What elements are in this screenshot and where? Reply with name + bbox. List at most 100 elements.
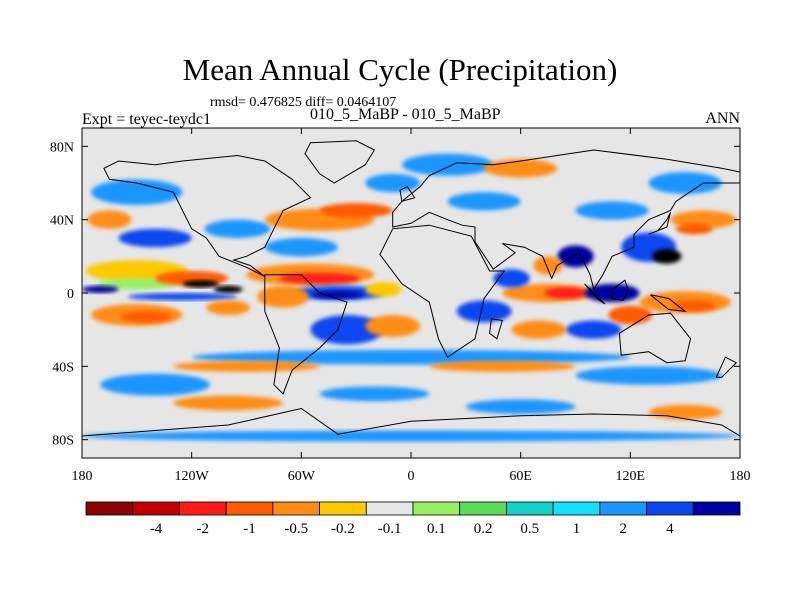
anomaly-region-35 xyxy=(557,245,594,268)
colorbar-swatch xyxy=(85,501,134,516)
colorbar-swatch xyxy=(319,501,367,516)
lon-tick-label: 60W xyxy=(288,469,316,484)
lon-tick-label: 180 xyxy=(72,469,93,484)
anomaly-region-47 xyxy=(191,349,631,365)
anomaly-region-17 xyxy=(365,315,421,337)
colorbar-swatch xyxy=(506,501,554,516)
anomaly-region-20 xyxy=(365,173,421,193)
colorbar-swatch xyxy=(599,501,647,516)
anomaly-region-25 xyxy=(87,210,132,229)
colorbar-label: 1 xyxy=(573,521,581,537)
lon-tick-label: 180 xyxy=(730,469,751,484)
colorbar-swatch xyxy=(179,501,227,516)
lon-tick-label: 60E xyxy=(509,469,532,484)
colorbar-label: 0.2 xyxy=(474,521,493,537)
anomaly-region-54 xyxy=(465,399,576,414)
map-area xyxy=(81,127,741,459)
lat-tick-label: 0 xyxy=(67,287,74,302)
colorbar-swatch xyxy=(692,501,741,516)
anomaly-region-9 xyxy=(206,300,251,315)
anomaly-region-23 xyxy=(91,179,183,206)
coastline-south-america xyxy=(264,274,348,395)
colorbar-swatch xyxy=(552,501,601,516)
rmsd-diff-stats: rmsd= 0.476825 diff= 0.0464107 xyxy=(210,95,397,110)
plot-title: Mean Annual Cycle (Precipitation) xyxy=(182,52,618,87)
longitude-axis: 180 120W 60W 0 60E 120E 180 xyxy=(72,128,751,484)
anomaly-region-52 xyxy=(319,386,430,402)
anomaly-region-28 xyxy=(484,159,558,178)
latitude-axis: 80N 40N 0 40S 80S xyxy=(50,140,740,449)
anomaly-region-30 xyxy=(648,172,722,194)
colorbar-label: -0.2 xyxy=(331,521,355,537)
colorbar-swatch xyxy=(272,501,320,516)
colorbar-label: 2 xyxy=(619,521,627,537)
anomaly-region-24 xyxy=(118,228,192,248)
anomaly-region-16 xyxy=(310,315,384,345)
anomaly-region-53 xyxy=(173,395,284,411)
colorbar-label: 4 xyxy=(666,521,674,537)
anomaly-region-48 xyxy=(429,360,576,372)
anomaly-region-26 xyxy=(401,153,494,176)
anomaly-region-32 xyxy=(676,223,713,235)
colorbar-swatch xyxy=(646,501,694,516)
coastline-borneo xyxy=(609,279,630,301)
anomaly-region-1 xyxy=(96,278,178,290)
colorbar-label: -1 xyxy=(243,521,256,537)
anomaly-region-38 xyxy=(544,287,589,299)
lat-tick-label: 40N xyxy=(50,214,74,229)
anomaly-region-36 xyxy=(533,256,563,275)
anomaly-region-27 xyxy=(447,192,521,211)
colorbar-swatch xyxy=(365,501,414,516)
coastline-sumatra xyxy=(584,283,606,305)
anomaly-region-22 xyxy=(204,219,271,238)
anomaly-region-8 xyxy=(120,311,172,323)
anomaly-region-45 xyxy=(511,320,567,339)
coastline-madagascar xyxy=(489,318,504,340)
anomaly-region-51 xyxy=(100,373,210,396)
colorbar-swatch xyxy=(459,501,507,516)
colorbar-swatch xyxy=(225,501,274,516)
coastline-australia xyxy=(618,312,692,364)
anomaly-region-49 xyxy=(173,360,320,372)
colorbar: -4 -2 -1 -0.5 -0.2 -0.1 0.1 0.2 0.5 1 2 4 xyxy=(85,501,741,537)
colorbar-swatch xyxy=(412,501,461,516)
season-label: ANN xyxy=(705,110,740,127)
anomaly-region-21 xyxy=(264,238,338,257)
anomaly-region-44 xyxy=(456,300,512,323)
lon-tick-label: 0 xyxy=(408,469,415,484)
colorbar-label: -0.5 xyxy=(284,521,308,537)
coastline-eurasia xyxy=(392,149,740,291)
case-label: 010_5_MaBP - 010_5_MaBP xyxy=(310,106,501,123)
coastline-antarctica xyxy=(82,407,740,458)
anomaly-region-19 xyxy=(319,203,393,218)
coastline-new-zealand xyxy=(715,356,738,378)
lat-tick-label: 80N xyxy=(50,140,74,155)
anomaly-region-6 xyxy=(127,293,238,301)
anomaly-region-42 xyxy=(608,305,653,325)
anomaly-region-56 xyxy=(82,430,740,442)
coastlines xyxy=(82,140,740,458)
coastline-new-guinea xyxy=(650,294,687,312)
anomaly-region-50 xyxy=(575,366,722,385)
lon-tick-label: 120E xyxy=(616,469,646,484)
coastline-uk xyxy=(399,186,416,202)
anomaly-region-34 xyxy=(652,249,682,264)
colorbar-swatch xyxy=(132,501,180,516)
anomaly-region-55 xyxy=(648,404,722,420)
lon-tick-label: 120W xyxy=(175,469,210,484)
coastline-africa xyxy=(379,224,506,358)
anomaly-region-3 xyxy=(82,285,119,294)
coastline-japan xyxy=(648,212,671,235)
precipitation-anomaly-field xyxy=(82,153,740,442)
anomaly-region-4 xyxy=(182,280,220,288)
lat-tick-label: 80S xyxy=(52,434,74,449)
colorbar-label: -0.1 xyxy=(378,521,402,537)
anomaly-region-14 xyxy=(257,285,309,308)
anomaly-region-46 xyxy=(566,320,622,339)
experiment-label: Expt = teyec-teydc1 xyxy=(82,111,211,128)
anomaly-region-11 xyxy=(279,272,360,284)
anomaly-region-15 xyxy=(365,282,402,297)
colorbar-label: -4 xyxy=(150,521,163,537)
coastline-north-america xyxy=(103,154,312,277)
